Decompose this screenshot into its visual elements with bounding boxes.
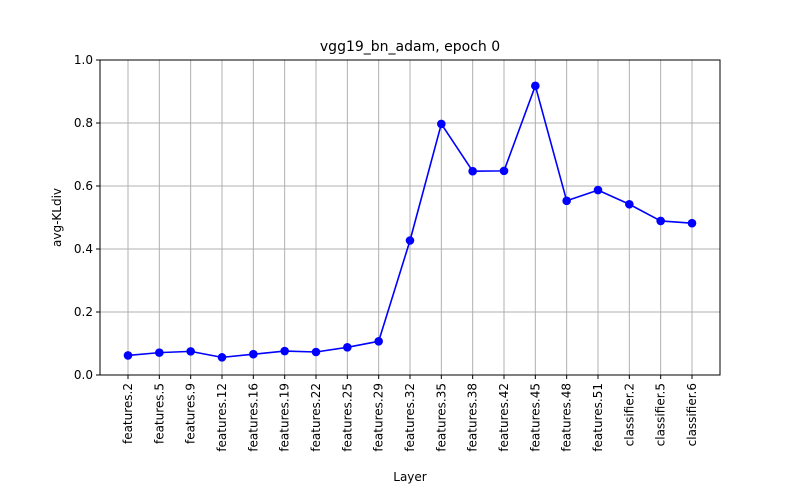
data-point (625, 199, 634, 209)
data-point (468, 166, 477, 176)
data-point (280, 346, 289, 356)
data-point (437, 119, 446, 129)
y-tick-label: 0.0 (74, 368, 93, 382)
x-tick-label: classifier.5 (654, 383, 668, 446)
y-tick-label: 1.0 (74, 53, 93, 67)
data-point (249, 349, 258, 359)
x-tick-label: features.29 (372, 383, 386, 452)
data-point (531, 81, 540, 91)
data-point (155, 348, 164, 357)
x-axis-title: Layer (393, 470, 427, 484)
y-tick-label: 0.4 (74, 242, 93, 256)
x-tick-label: classifier.6 (685, 383, 699, 446)
data-point (656, 216, 665, 226)
x-tick-label: features.19 (278, 383, 292, 452)
data-point (374, 336, 383, 346)
x-tick-label: features.9 (184, 383, 198, 444)
x-tick-label: features.25 (340, 383, 354, 452)
x-tick-label: features.2 (121, 383, 135, 444)
data-point (562, 196, 571, 206)
x-tick-label: features.5 (152, 383, 166, 444)
x-tick-label: features.32 (403, 383, 417, 452)
data-point (186, 347, 195, 356)
x-tick-label: features.42 (497, 383, 511, 452)
y-tick-label: 0.8 (74, 116, 93, 130)
x-tick-label: features.45 (528, 383, 542, 452)
y-tick-label: 0.2 (74, 305, 93, 319)
x-tick-label: features.22 (309, 383, 323, 452)
x-tick-label: features.16 (246, 383, 260, 452)
data-point (499, 166, 509, 176)
data-point (343, 342, 352, 352)
x-tick-label: features.35 (434, 383, 448, 452)
data-point (123, 351, 133, 360)
x-tick-label: features.48 (560, 383, 574, 452)
y-tick-label: 0.6 (74, 179, 93, 193)
chart-title: vgg19_bn_adam, epoch 0 (320, 39, 500, 55)
data-point (405, 236, 415, 245)
x-tick-label: features.51 (591, 383, 605, 452)
data-point (593, 185, 603, 195)
x-tick-label: classifier.2 (622, 383, 636, 446)
x-tick-label: features.12 (215, 383, 229, 452)
data-point (687, 218, 697, 228)
x-tick-label: features.38 (466, 383, 480, 452)
ticks: features.2 features.5 features.9 features.1… (74, 53, 699, 452)
data-point (311, 347, 321, 357)
data-point (217, 353, 227, 362)
y-axis-title: avg-KLdiv (50, 188, 64, 247)
series-layer (123, 81, 697, 362)
